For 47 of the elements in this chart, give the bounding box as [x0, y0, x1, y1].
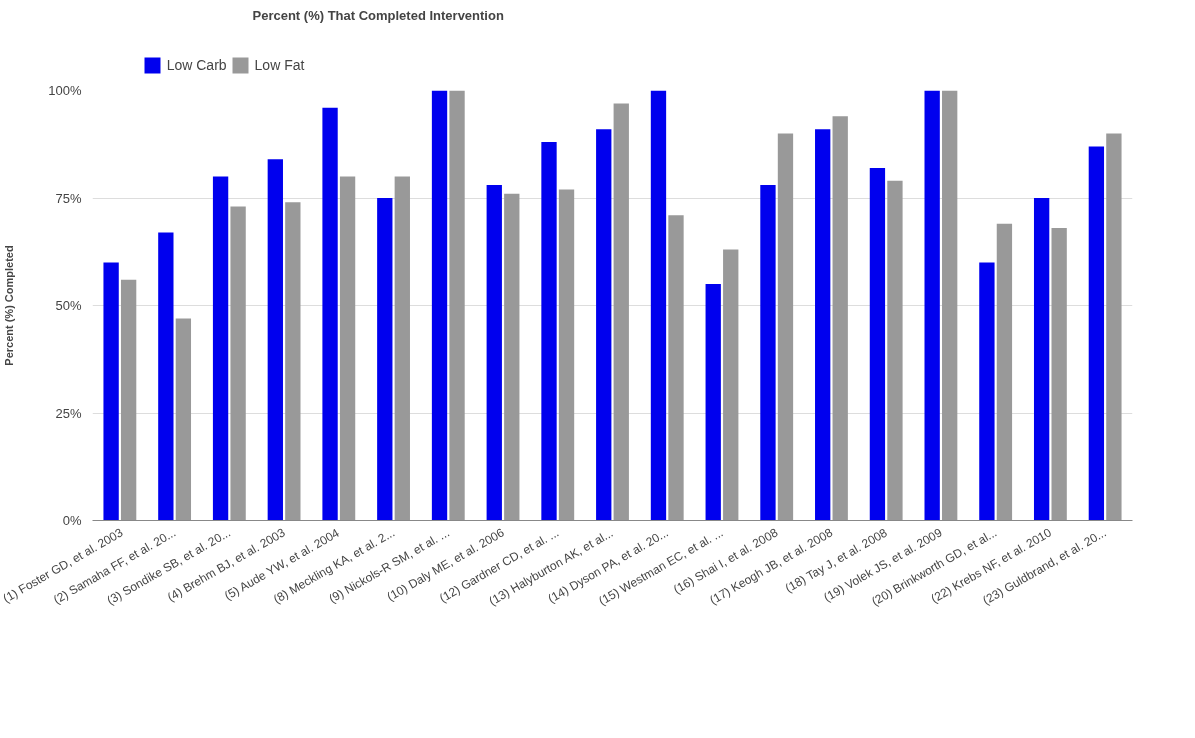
bar	[449, 90, 465, 521]
y-axis-title: Percent (%) Completed	[3, 245, 16, 366]
bar	[285, 202, 301, 521]
bar	[979, 262, 995, 521]
bar	[650, 90, 667, 521]
bar	[760, 185, 776, 521]
bar	[1033, 198, 1050, 521]
bar	[613, 103, 629, 521]
bar	[668, 215, 684, 521]
bar	[541, 142, 557, 521]
bar	[1106, 133, 1122, 521]
bar	[394, 176, 410, 521]
legend-label: Low Fat	[254, 57, 305, 73]
bar	[723, 249, 739, 521]
bar	[815, 129, 831, 521]
bar	[832, 116, 848, 521]
legend-label: Low Carb	[166, 57, 227, 73]
bar	[230, 206, 246, 521]
bar	[486, 185, 502, 521]
bar	[175, 318, 192, 521]
bar	[322, 107, 338, 521]
bar	[705, 284, 721, 521]
bar	[942, 90, 958, 521]
chart-title: Percent (%) That Completed Intervention	[252, 7, 504, 23]
bar	[996, 223, 1013, 521]
y-tick-label: 50%	[55, 298, 82, 313]
bar	[777, 133, 794, 521]
bar	[103, 262, 119, 521]
y-tick-label: 100%	[48, 83, 82, 98]
bar	[887, 180, 903, 521]
bar	[1051, 228, 1067, 521]
bar	[558, 189, 575, 521]
bar	[120, 279, 137, 521]
bar	[267, 159, 283, 521]
bar	[339, 176, 356, 521]
y-tick-label: 0%	[62, 513, 82, 528]
bar	[158, 232, 174, 521]
bar	[431, 90, 448, 521]
bar	[924, 90, 940, 521]
bar	[596, 129, 612, 521]
bar	[504, 193, 520, 521]
y-tick-label: 75%	[55, 190, 82, 206]
bar	[869, 167, 886, 521]
bar	[377, 198, 393, 521]
bar	[1088, 146, 1105, 521]
bar	[212, 176, 229, 521]
y-tick-label: 25%	[55, 405, 82, 421]
